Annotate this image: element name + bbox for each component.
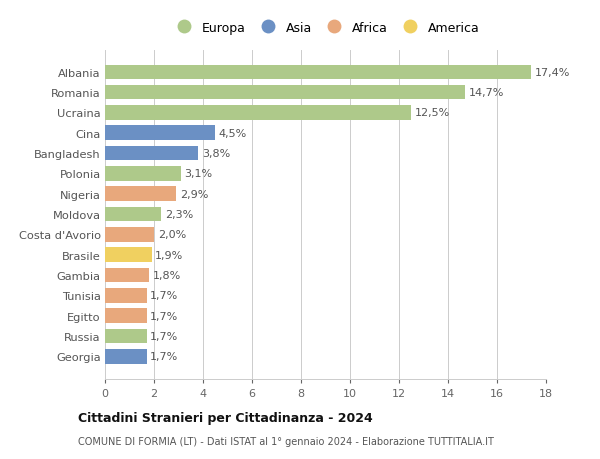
Bar	[105, 329, 146, 343]
Bar	[105, 126, 215, 141]
Text: 14,7%: 14,7%	[469, 88, 504, 98]
Bar	[105, 106, 411, 121]
Bar	[105, 288, 146, 303]
Text: 12,5%: 12,5%	[415, 108, 450, 118]
Bar	[105, 146, 198, 161]
Bar	[105, 187, 176, 202]
Text: 3,8%: 3,8%	[202, 149, 230, 159]
Text: 1,7%: 1,7%	[151, 331, 179, 341]
Text: 4,5%: 4,5%	[219, 129, 247, 139]
Text: Cittadini Stranieri per Cittadinanza - 2024: Cittadini Stranieri per Cittadinanza - 2…	[78, 412, 373, 425]
Bar	[105, 228, 154, 242]
Text: 1,7%: 1,7%	[151, 311, 179, 321]
Bar	[105, 65, 532, 80]
Bar	[105, 207, 161, 222]
Text: 2,0%: 2,0%	[158, 230, 186, 240]
Bar	[105, 349, 146, 364]
Text: 1,7%: 1,7%	[151, 352, 179, 361]
Text: 1,9%: 1,9%	[155, 250, 184, 260]
Text: 2,3%: 2,3%	[165, 210, 193, 219]
Text: 1,7%: 1,7%	[151, 291, 179, 301]
Bar	[105, 308, 146, 323]
Text: 2,9%: 2,9%	[180, 189, 208, 199]
Text: 1,8%: 1,8%	[153, 270, 181, 280]
Bar	[105, 268, 149, 283]
Bar	[105, 167, 181, 181]
Bar	[105, 248, 152, 263]
Text: COMUNE DI FORMIA (LT) - Dati ISTAT al 1° gennaio 2024 - Elaborazione TUTTITALIA.: COMUNE DI FORMIA (LT) - Dati ISTAT al 1°…	[78, 436, 494, 446]
Bar	[105, 86, 465, 100]
Legend: Europa, Asia, Africa, America: Europa, Asia, Africa, America	[169, 19, 482, 37]
Text: 17,4%: 17,4%	[535, 68, 571, 78]
Text: 3,1%: 3,1%	[185, 169, 213, 179]
